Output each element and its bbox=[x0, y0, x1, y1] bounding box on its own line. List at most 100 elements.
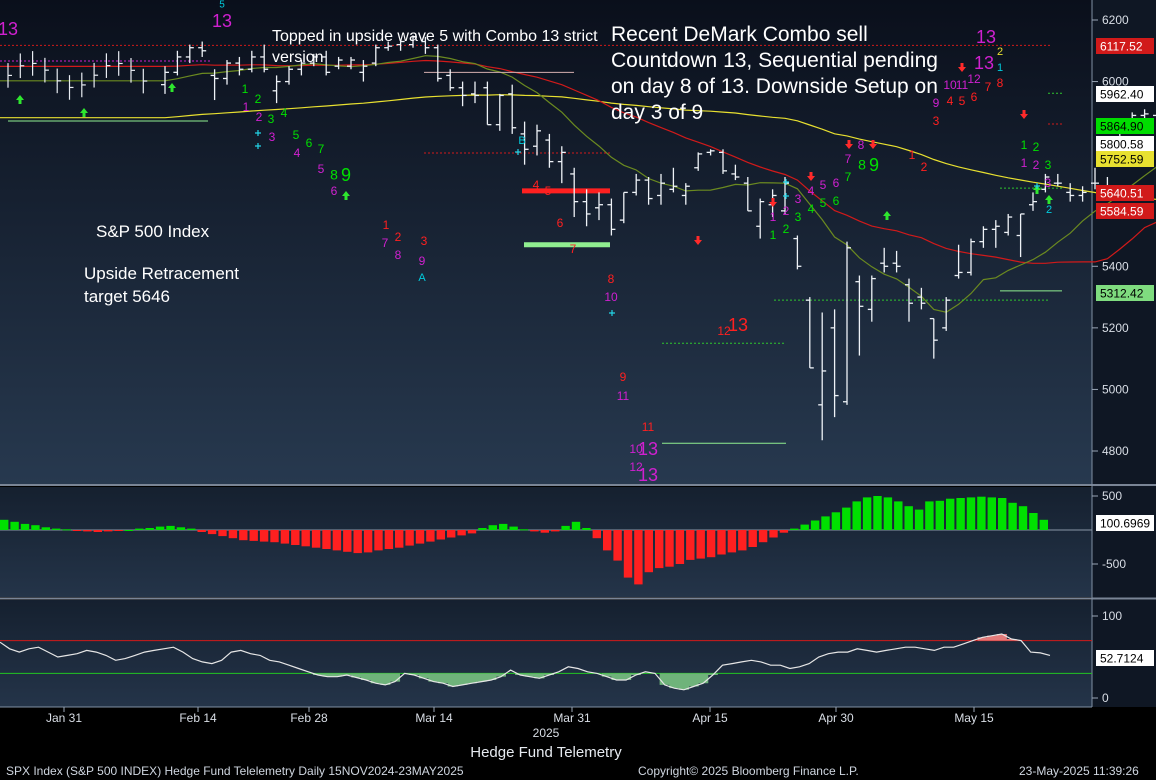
demark-count: 3 bbox=[269, 130, 276, 144]
histogram-bar bbox=[343, 530, 352, 552]
demark-count: 8 bbox=[858, 157, 866, 173]
x-tick-label: Apr 30 bbox=[818, 711, 854, 725]
demark-count: 1 bbox=[770, 210, 777, 224]
demark-count: 2 bbox=[783, 222, 790, 236]
price-tag bbox=[1096, 151, 1154, 167]
demark-count: 13 bbox=[976, 27, 996, 47]
ma-olive-line bbox=[0, 55, 1156, 313]
demark-count: 4 bbox=[281, 106, 288, 120]
moving-averages bbox=[0, 55, 1156, 313]
price-tag-label: 6117.52 bbox=[1100, 40, 1143, 54]
demark-count: 2 bbox=[997, 46, 1003, 58]
demark-count: A bbox=[418, 272, 426, 284]
demark-count: 8 bbox=[395, 248, 402, 262]
histogram-bar bbox=[93, 530, 102, 532]
demark-count: 5 bbox=[820, 178, 827, 192]
histogram-bar bbox=[821, 516, 830, 530]
demark-count: 6 bbox=[306, 136, 313, 150]
price-tick-label: 6200 bbox=[1102, 13, 1129, 27]
histogram-bar bbox=[634, 530, 643, 585]
histogram-bar bbox=[72, 530, 82, 531]
histogram-bar bbox=[311, 530, 321, 548]
demark-count: 1 bbox=[1021, 138, 1028, 152]
histogram-bar bbox=[696, 530, 705, 559]
demark-count: 2 bbox=[1033, 140, 1040, 154]
oscillator-series bbox=[0, 633, 1092, 691]
x-axis-year: 2025 bbox=[533, 726, 560, 740]
demark-count: 6 bbox=[833, 176, 840, 190]
demark-count: 4 bbox=[947, 94, 954, 108]
demark-count: 9 bbox=[341, 165, 351, 185]
demark-count: 9 bbox=[419, 254, 426, 268]
demark-count: 7 bbox=[382, 236, 389, 250]
demark-count: 10 bbox=[943, 78, 957, 92]
plus-icon bbox=[609, 310, 615, 316]
histogram-bar bbox=[187, 528, 196, 530]
demark-count: 13 bbox=[974, 53, 994, 73]
demark-count: 11 bbox=[642, 420, 655, 434]
demark-count: 11 bbox=[956, 78, 969, 92]
histogram-bar bbox=[706, 530, 716, 558]
price-tag bbox=[1096, 86, 1154, 102]
histogram-bar bbox=[301, 530, 310, 547]
histogram-bar bbox=[436, 530, 445, 540]
price-tag bbox=[1096, 185, 1154, 201]
histogram-bar bbox=[20, 523, 30, 530]
ma-yellow-line bbox=[0, 94, 1156, 200]
histogram-panel-bg bbox=[0, 487, 1092, 597]
histogram-bar bbox=[530, 530, 539, 532]
histogram-bar bbox=[883, 497, 893, 530]
histogram-bar bbox=[862, 497, 872, 530]
histogram-bar bbox=[966, 497, 976, 530]
demark-count: 6 bbox=[557, 216, 564, 230]
plus-icon bbox=[783, 179, 789, 185]
histogram-bar bbox=[540, 530, 549, 533]
demark-count: 12 bbox=[967, 72, 981, 86]
demark-count: 5 bbox=[820, 196, 827, 210]
arrow-down-icon bbox=[1020, 110, 1028, 119]
histogram-bar bbox=[467, 530, 477, 534]
histogram-bar bbox=[914, 509, 924, 530]
histogram-bar bbox=[124, 530, 134, 531]
demark-count: 6 bbox=[331, 184, 338, 198]
histogram-bar bbox=[873, 496, 882, 530]
demark-count: 4 bbox=[808, 184, 815, 198]
histogram-bar bbox=[800, 524, 809, 530]
histogram-bar bbox=[946, 498, 955, 530]
demark-count: 8 bbox=[997, 76, 1004, 90]
hist-tick-label: 500 bbox=[1102, 489, 1122, 503]
demark-count: 8 bbox=[858, 138, 865, 152]
hist-tick-label: -500 bbox=[1102, 557, 1126, 571]
x-tick-label: Mar 14 bbox=[415, 711, 453, 725]
arrow-down-icon bbox=[958, 63, 966, 72]
histogram-bar bbox=[561, 525, 570, 530]
histogram-bar bbox=[748, 530, 757, 547]
price-tick-label: 6000 bbox=[1102, 75, 1129, 89]
demark-count: 3 bbox=[933, 114, 940, 128]
demark-count: 1 bbox=[243, 100, 250, 114]
arrow-down-icon bbox=[694, 236, 702, 245]
demark-count: 5 bbox=[545, 184, 552, 198]
plus-icon bbox=[255, 130, 261, 136]
histogram-bar bbox=[894, 501, 903, 530]
demark-count: 1 bbox=[1021, 156, 1028, 170]
demark-count: 2 bbox=[921, 160, 928, 174]
demark-count: 13 bbox=[638, 439, 658, 459]
histogram-bar bbox=[363, 530, 373, 553]
histogram-bar bbox=[62, 529, 71, 531]
demark-count: 5 bbox=[318, 162, 325, 176]
histogram-bar bbox=[447, 530, 456, 538]
x-tick-label: May 15 bbox=[954, 711, 994, 725]
arrow-up-icon bbox=[1033, 185, 1041, 194]
histogram-bar bbox=[488, 525, 497, 530]
price-tick-label: 5400 bbox=[1102, 259, 1129, 273]
arrow-up-icon bbox=[1045, 195, 1053, 204]
index-label: S&P 500 Index bbox=[96, 222, 210, 241]
x-axis-caption: Hedge Fund Telemetry bbox=[470, 744, 622, 761]
histogram-bar bbox=[457, 530, 466, 536]
histogram-bar bbox=[155, 526, 165, 530]
price-tag-label: 5752.59 bbox=[1100, 153, 1144, 167]
histogram-bar bbox=[1018, 506, 1028, 530]
arrow-down-icon bbox=[769, 198, 777, 207]
